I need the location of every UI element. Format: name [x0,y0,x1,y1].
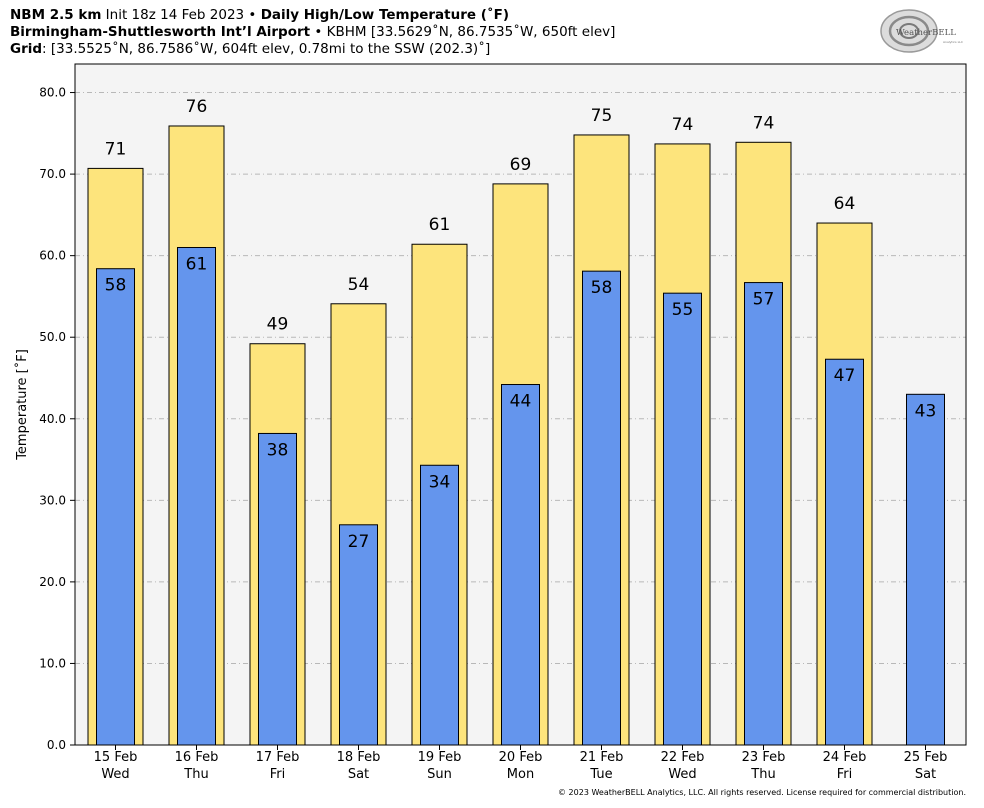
y-tick-label: 30.0 [39,493,66,507]
x-tick-label-date: 17 Feb [256,750,300,765]
low-temp-label: 57 [753,290,775,310]
logo-swirl-mid [888,15,930,47]
title-line-1: NBM 2.5 km Init 18z 14 Feb 2023 • Daily … [10,7,509,23]
x-tick-label-day: Mon [507,767,534,782]
high-temp-label: 75 [591,106,613,126]
y-tick-label: 50.0 [39,330,66,344]
high-temp-label: 71 [105,139,127,159]
plot-frame [74,63,967,746]
y-tick-label: 10.0 [39,656,66,670]
low-temp-label: 47 [834,366,856,386]
x-tick-label-date: 20 Feb [499,750,543,765]
x-tick-label-day: Fri [270,767,286,782]
y-tick-label: 60.0 [39,249,66,263]
high-temp-label: 49 [267,315,289,335]
y-tick-label: 20.0 [39,575,66,589]
y-axis-label: Temperature [˚F] [14,349,30,461]
model-name: NBM 2.5 km [10,7,102,23]
low-temp-label: 55 [672,300,694,320]
y-tick-label: 70.0 [39,167,66,181]
x-tick-label-day: Sat [348,767,369,782]
low-temp-label: 43 [915,401,937,421]
high-temp-label: 54 [348,275,370,295]
low-temp-label: 38 [267,440,289,460]
high-temp-label: 69 [510,155,532,175]
high-temp-label: 74 [672,115,694,135]
logo-swirl-inner [899,23,919,39]
x-tick-label-day: Wed [101,767,129,782]
high-temp-label: 64 [834,194,856,214]
x-tick-label-date: 21 Feb [580,750,624,765]
high-temp-label: 74 [753,113,775,133]
low-temp-label: 34 [429,472,451,492]
low-temp-bar [420,464,459,746]
station-coords: • KBHM [33.5629˚N, 86.7535˚W, 650ft elev… [310,24,616,40]
x-tick-label-date: 23 Feb [742,750,786,765]
low-temp-bar [582,270,621,746]
low-temp-bar [663,292,702,746]
x-tick-label-date: 15 Feb [94,750,138,765]
low-temp-label: 61 [186,255,208,275]
y-tick-label: 80.0 [39,86,66,100]
logo-text: WeatherBELL [896,28,956,38]
x-tick-label-day: Fri [837,767,853,782]
low-temp-bar [258,432,297,746]
high-temp-label: 61 [429,215,451,235]
station-name: Birmingham-Shuttlesworth Int’l Airport [10,24,311,40]
low-temp-label: 44 [510,392,532,412]
x-tick-label-day: Tue [589,767,612,782]
x-tick-label-date: 19 Feb [418,750,462,765]
title-line-2: Birmingham-Shuttlesworth Int’l Airport •… [10,24,615,40]
low-temp-label: 58 [591,278,613,298]
x-tick-label-date: 16 Feb [175,750,219,765]
low-temp-label: 58 [105,276,127,296]
x-tick-label-day: Sun [427,767,452,782]
low-temp-bar [906,393,945,746]
copyright-footer: © 2023 WeatherBELL Analytics, LLC. All r… [558,788,966,797]
low-temp-bar [177,247,216,746]
low-temp-bar [825,358,864,746]
low-temp-label: 27 [348,532,370,552]
init-time: Init 18z 14 Feb 2023 • [101,7,261,23]
low-temp-bar [744,282,783,746]
low-temp-bar [339,524,378,746]
grid-label: Grid [10,41,43,57]
logo-subtext: Analytics LLC [943,40,963,44]
title-line-3: Grid: [33.5525˚N, 86.7586˚W, 604ft elev,… [10,41,490,57]
x-tick-label-date: 18 Feb [337,750,381,765]
weatherbell-logo: WeatherBELL Analytics LLC [880,9,963,53]
x-tick-label-date: 25 Feb [904,750,948,765]
x-tick-label-date: 22 Feb [661,750,705,765]
grid-coords: : [33.5525˚N, 86.7586˚W, 604ft elev, 0.7… [42,41,491,57]
y-tick-label: 40.0 [39,412,66,426]
low-temp-bar [96,268,135,746]
chart-title: Daily High/Low Temperature (˚F) [260,7,510,23]
x-tick-label-day: Sat [915,767,936,782]
y-tick-label: 0.0 [47,738,66,752]
x-tick-label-date: 24 Feb [823,750,867,765]
x-tick-label-day: Wed [668,767,696,782]
high-temp-label: 76 [186,97,208,117]
x-tick-label-day: Thu [750,767,775,782]
x-tick-label-day: Thu [183,767,208,782]
low-temp-bar [501,384,540,746]
